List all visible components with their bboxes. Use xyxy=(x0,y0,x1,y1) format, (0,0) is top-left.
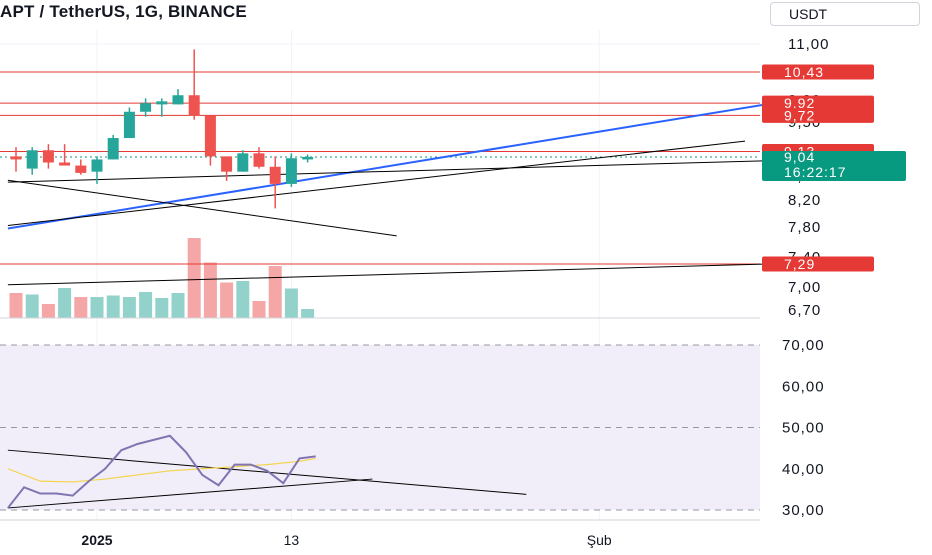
volume-bar xyxy=(139,292,153,318)
candle-body xyxy=(269,166,281,184)
candle-body xyxy=(204,115,216,157)
volume-bar xyxy=(284,288,298,318)
price-tick-label: 8,20 xyxy=(788,192,821,209)
volume-bar xyxy=(187,238,201,318)
volume-bar xyxy=(268,266,282,318)
currency-button[interactable]: USDT xyxy=(770,2,920,26)
rsi-axis[interactable]: 70,00 60,00 50,00 40,00 30,00 xyxy=(782,337,825,519)
candle-body xyxy=(221,156,233,172)
trendline xyxy=(7,263,770,286)
time-axis-label: 2025 xyxy=(81,532,112,548)
trendlines[interactable] xyxy=(7,102,770,286)
volume-bar xyxy=(203,262,217,318)
rsi-lines xyxy=(7,434,527,509)
volume-bar xyxy=(9,293,23,318)
level-label-text: 9,92 xyxy=(784,95,815,111)
candle-body xyxy=(10,156,22,160)
candle-body xyxy=(91,159,103,172)
volume-bars xyxy=(9,238,315,318)
rsi-tick-label: 30,00 xyxy=(782,502,825,519)
candle-body xyxy=(59,162,71,166)
volume-bar xyxy=(236,281,250,318)
candle-body xyxy=(188,95,200,116)
rsi-panel xyxy=(0,344,760,511)
rsi-line xyxy=(7,434,316,509)
price-tick-label: 7,80 xyxy=(788,219,821,236)
price-tick-label: 11,00 xyxy=(788,36,829,53)
candles xyxy=(10,49,314,209)
trendline xyxy=(7,140,746,226)
candle-body xyxy=(107,138,119,160)
candle-body xyxy=(172,95,184,105)
blue-trendline xyxy=(7,102,770,230)
rsi-tick-label: 60,00 xyxy=(782,378,825,395)
rsi-trendline xyxy=(7,478,373,509)
countdown-label: 16:22:17 xyxy=(784,164,847,180)
candle-body xyxy=(123,111,135,139)
volume-bar xyxy=(155,298,169,318)
volume-bar xyxy=(74,297,88,318)
level-label-box xyxy=(762,95,874,111)
last-price-label: 9,04 xyxy=(784,149,815,165)
level-label-text: 10,43 xyxy=(784,64,824,80)
candle-body xyxy=(140,103,152,112)
rsi-tick-label: 70,00 xyxy=(782,337,825,354)
volume-bar xyxy=(90,297,104,318)
rsi-tick-label: 50,00 xyxy=(782,420,825,437)
candle-body xyxy=(237,153,249,172)
volume-bar xyxy=(106,295,120,318)
price-tick-label: 7,00 xyxy=(788,279,821,296)
volume-bar xyxy=(252,301,266,318)
level-label-box xyxy=(762,107,874,123)
trendline xyxy=(7,160,770,183)
rsi-trendline xyxy=(7,449,527,495)
time-axis[interactable]: 2025 13 Şub xyxy=(81,532,611,548)
chart-title: APT / TetherUS, 1G, BINANCE xyxy=(0,2,247,21)
candle-body xyxy=(42,150,54,163)
candle-body xyxy=(156,101,168,105)
level-label-text: 9,72 xyxy=(784,107,815,123)
last-price-box xyxy=(762,150,906,181)
rsi-ma-line xyxy=(7,457,316,483)
level-label-text: 7,29 xyxy=(784,256,815,272)
candle-body xyxy=(253,153,265,167)
volume-bar xyxy=(25,294,39,318)
candle-body xyxy=(75,165,87,173)
candle-body xyxy=(285,158,297,184)
time-axis-label: Şub xyxy=(587,532,612,548)
volume-bar xyxy=(122,297,136,318)
time-axis-label: 13 xyxy=(284,532,300,548)
volume-bar xyxy=(301,309,315,318)
price-tick-label: 6,70 xyxy=(788,302,821,319)
volume-bar xyxy=(58,288,72,318)
level-label-box xyxy=(762,256,874,272)
trendline xyxy=(7,179,397,237)
volume-bar xyxy=(220,282,234,318)
candle-body xyxy=(26,150,38,169)
volume-bar xyxy=(171,293,185,318)
level-label-box xyxy=(762,64,874,80)
candle-body xyxy=(302,156,314,160)
rsi-tick-label: 40,00 xyxy=(782,461,825,478)
volume-bar xyxy=(41,304,55,318)
